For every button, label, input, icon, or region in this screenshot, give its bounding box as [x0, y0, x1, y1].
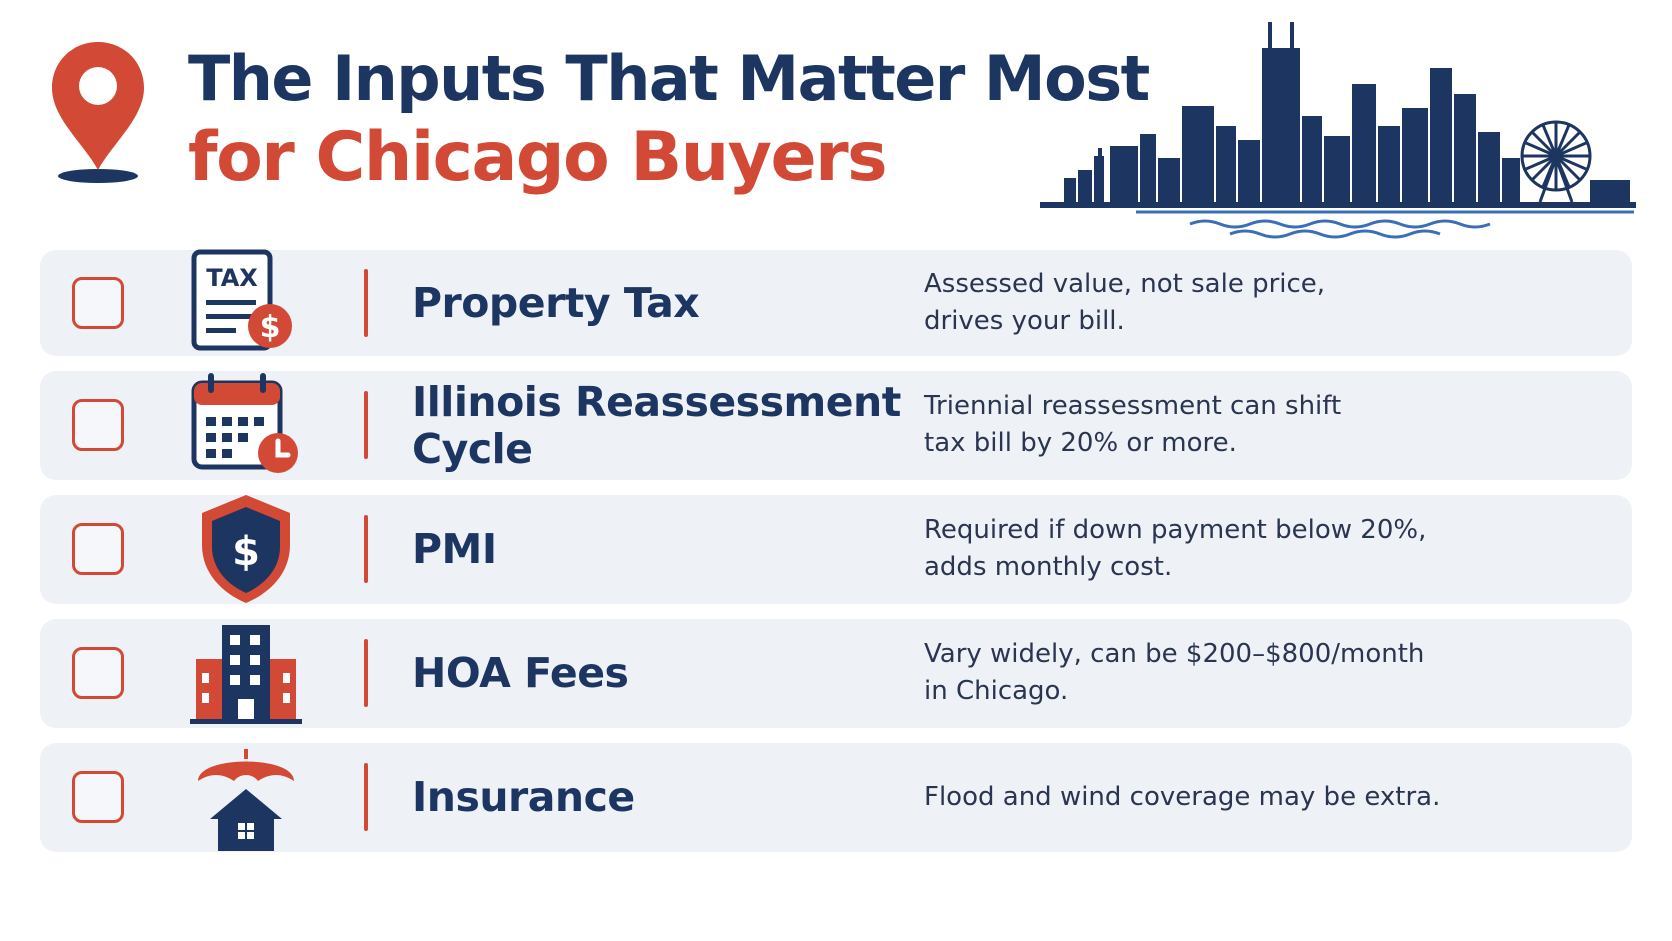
umbrella-house-icon — [198, 749, 294, 851]
checklist-item-reassessment: Illinois Reassessment Cycle Triennial re… — [40, 371, 1632, 480]
item-description: Triennial reassessment can shift tax bil… — [924, 391, 1342, 458]
chicago-skyline-illustration — [1040, 22, 1636, 239]
item-label: HOA Fees — [412, 649, 629, 697]
location-pin-icon — [52, 42, 144, 183]
svg-text:TAX: TAX — [206, 264, 258, 292]
checkbox[interactable] — [72, 277, 124, 329]
svg-text:$: $ — [232, 529, 260, 575]
checkbox[interactable] — [72, 399, 124, 451]
divider — [364, 269, 368, 337]
checkbox[interactable] — [72, 647, 124, 699]
tax-document-icon: TAX $ — [191, 249, 292, 351]
svg-text:$: $ — [260, 310, 281, 345]
item-description: Vary widely, can be $200–$800/month in C… — [924, 639, 1425, 706]
divider — [364, 391, 368, 459]
page-title: The Inputs That Matter Most — [188, 42, 1150, 115]
divider — [364, 639, 368, 707]
item-label: Illinois Reassessment Cycle — [412, 378, 901, 473]
divider — [364, 515, 368, 583]
calendar-clock-icon — [191, 373, 298, 473]
item-description: Required if down payment below 20%, adds… — [924, 515, 1427, 582]
item-label: PMI — [412, 525, 497, 573]
checkbox[interactable] — [72, 771, 124, 823]
checkbox[interactable] — [72, 523, 124, 575]
page-subtitle: for Chicago Buyers — [188, 118, 888, 197]
shield-dollar-icon: $ — [202, 495, 290, 603]
checklist-item-property-tax: TAX $ Property Tax Assessed value, not s… — [40, 249, 1632, 356]
checklist-item-hoa-fees: HOA Fees Vary widely, can be $200–$800/m… — [40, 619, 1632, 728]
item-label: Property Tax — [412, 279, 700, 327]
checklist-item-pmi: $ PMI Required if down payment below 20%… — [40, 495, 1632, 604]
item-label: Insurance — [412, 773, 635, 821]
building-icon — [190, 625, 302, 724]
item-description: Assessed value, not sale price, drives y… — [924, 269, 1326, 336]
checklist-item-insurance: Insurance Flood and wind coverage may be… — [40, 743, 1632, 852]
divider — [364, 763, 368, 831]
item-description: Flood and wind coverage may be extra. — [924, 782, 1441, 812]
